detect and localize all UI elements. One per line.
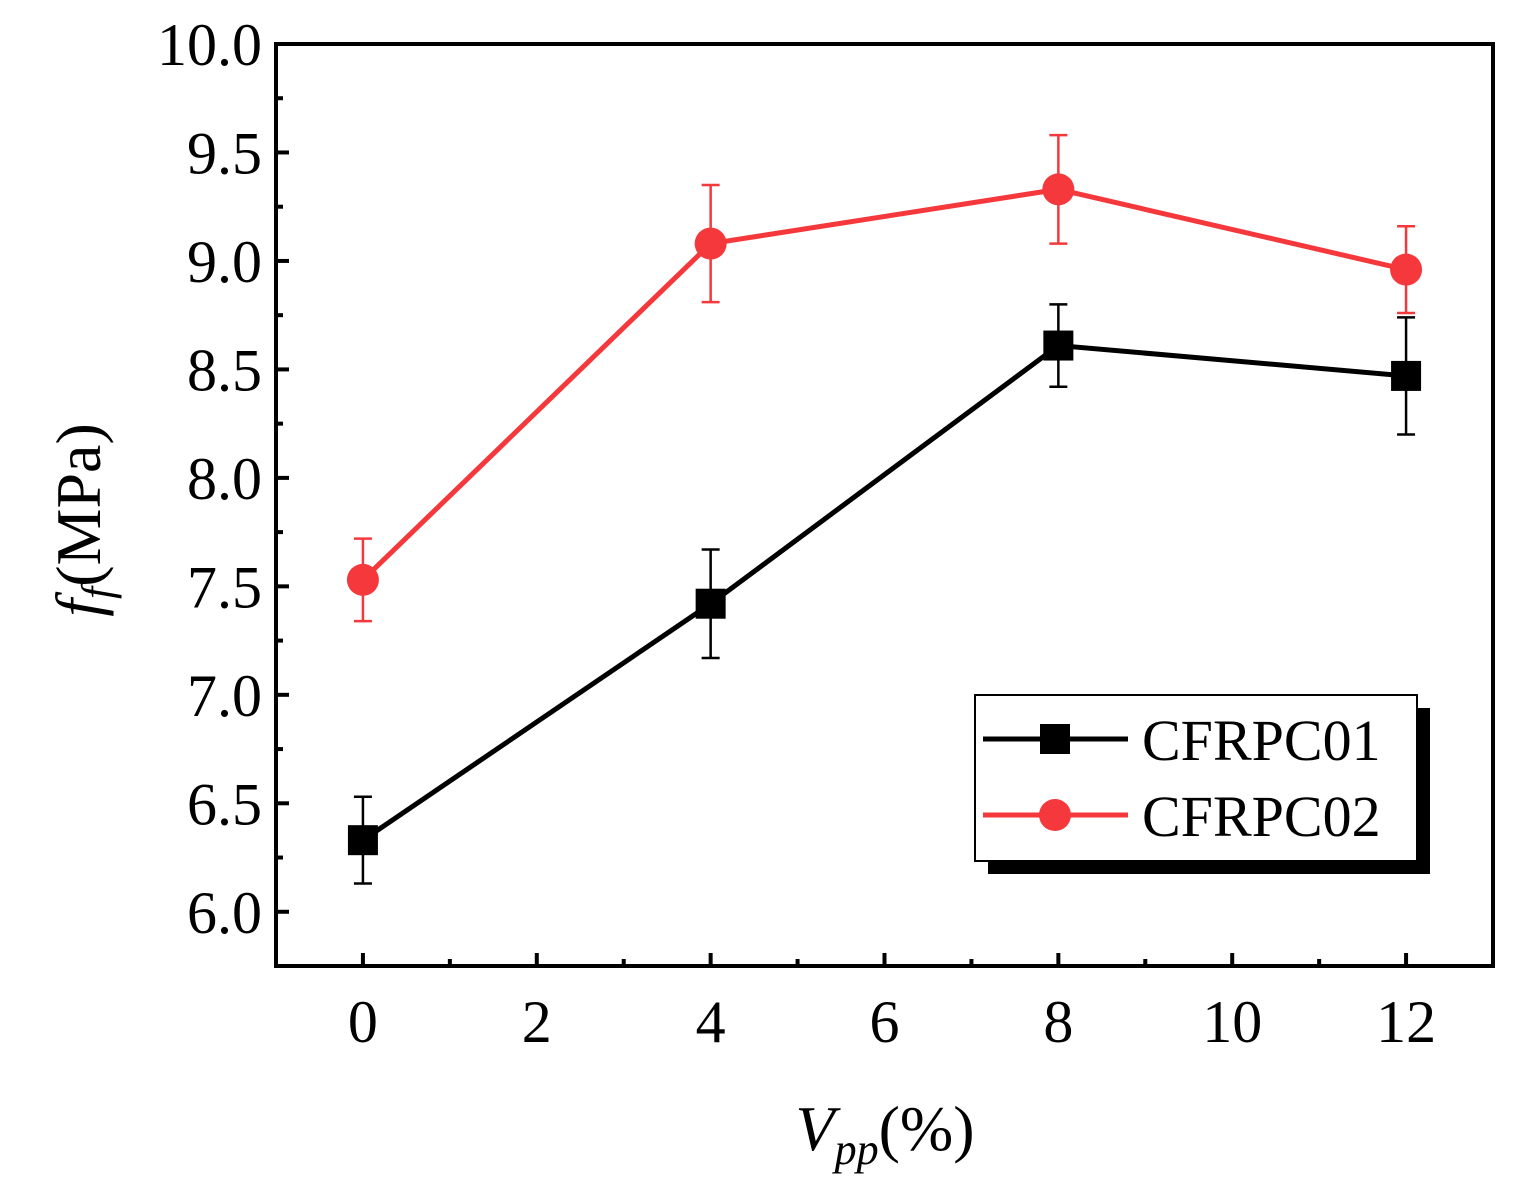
svg-text:Vpp(%): Vpp(%): [795, 1093, 974, 1174]
y-tick-label: 7.0: [187, 663, 262, 729]
axes: 0 2 4 6 8 10 12 6.0 6.5 7.0 7.5 8.0 8.5 9.0 9.5 10.0: [157, 12, 1495, 1055]
x-tick-label: 6: [870, 989, 900, 1055]
legend-label-cfrpc01: CFRPC01: [1142, 708, 1381, 773]
x-tick-label: 8: [1043, 989, 1073, 1055]
legend-label-cfrpc02: CFRPC02: [1142, 784, 1381, 849]
data-point-circle: [1390, 253, 1423, 286]
series-line-cfrpc02: [361, 186, 1407, 582]
x-tick-label: 0: [348, 989, 378, 1055]
legend: CFRPC01 CFRPC02: [974, 694, 1430, 874]
data-point-square: [347, 825, 378, 856]
x-tick-label: 2: [522, 989, 552, 1055]
x-axis-label-sub: pp: [832, 1125, 879, 1174]
legend-marker-circle: [1039, 799, 1071, 831]
series-line-cfrpc01: [361, 342, 1407, 843]
x-axis-title: Vpp(%): [795, 1093, 974, 1174]
data-point-square: [1043, 330, 1074, 361]
svg-text:ff(MPa): ff(MPa): [43, 423, 122, 617]
data-point-circle: [1042, 173, 1075, 206]
data-point-circle: [694, 227, 727, 260]
series-cfrpc01: [347, 303, 1422, 885]
x-tick-label: 12: [1376, 989, 1436, 1055]
y-tick-label: 10.0: [157, 12, 262, 78]
y-tick-label: 9.5: [187, 120, 262, 186]
x-axis-label-main: V: [795, 1093, 841, 1164]
x-tick-label: 10: [1202, 989, 1262, 1055]
y-tick-label: 6.5: [187, 771, 262, 837]
data-point-square: [1391, 360, 1422, 391]
x-axis-label-unit: (%): [879, 1093, 975, 1164]
legend-box: [974, 694, 1418, 862]
y-tick-label: 9.0: [187, 229, 262, 295]
plot-area: [346, 133, 1423, 885]
legend-marker-square: [1040, 724, 1070, 754]
y-tick-label: 7.5: [187, 554, 262, 620]
x-tick-label: 4: [696, 989, 726, 1055]
y-axis-title: ff(MPa): [43, 423, 122, 617]
data-point-square: [695, 588, 726, 619]
series-cfrpc02: [346, 133, 1423, 623]
data-point-circle: [346, 563, 379, 596]
y-tick-label: 6.0: [187, 880, 262, 946]
y-axis-label-unit: (MPa): [43, 423, 114, 587]
y-tick-label: 8.5: [187, 337, 262, 403]
y-tick-label: 8.0: [187, 446, 262, 512]
